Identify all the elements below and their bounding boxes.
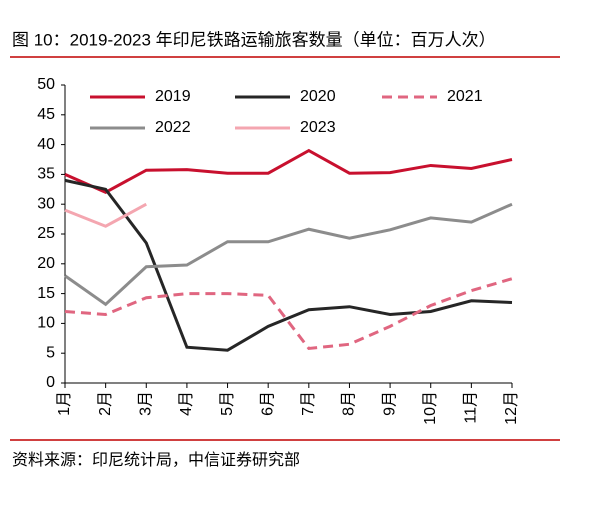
x-tick-label: 10月	[422, 391, 439, 425]
x-tick-label: 3月	[137, 391, 154, 416]
legend-label: 2023	[300, 119, 336, 136]
y-tick-label: 20	[37, 255, 55, 272]
legend-label: 2021	[447, 88, 483, 105]
x-tick-label: 2月	[97, 391, 114, 416]
y-tick-label: 30	[37, 195, 55, 212]
series-line	[64, 148, 513, 194]
x-tick-label: 5月	[219, 391, 236, 416]
x-tick-label: 1月	[56, 391, 73, 416]
x-tick-label: 11月	[463, 391, 480, 424]
y-tick-label: 5	[46, 344, 55, 361]
series-line	[64, 202, 147, 228]
x-tick-label: 4月	[178, 391, 195, 416]
y-tick-label: 0	[46, 374, 55, 391]
x-tick-label: 8月	[341, 391, 358, 416]
y-tick-label: 25	[37, 225, 55, 242]
x-tick-label: 12月	[503, 391, 520, 425]
source-note: 资料来源：印尼统计局，中信证券研究部	[12, 451, 300, 469]
y-tick-label: 10	[37, 315, 55, 332]
y-tick-label: 35	[37, 166, 55, 183]
y-tick-label: 50	[37, 76, 55, 93]
x-tick-label: 7月	[300, 391, 317, 416]
series-line	[64, 202, 513, 307]
x-tick-label: 6月	[259, 391, 276, 416]
legend-label: 2019	[155, 88, 191, 105]
y-tick-label: 45	[37, 106, 55, 123]
y-tick-label: 40	[37, 136, 55, 153]
series-line	[64, 277, 513, 351]
legend-label: 2022	[155, 119, 191, 136]
y-tick-label: 15	[37, 285, 55, 302]
chart-title: 图 10：2019-2023 年印尼铁路运输旅客数量（单位：百万人次）	[12, 30, 496, 49]
legend-label: 2020	[300, 88, 336, 105]
x-tick-label: 9月	[381, 391, 398, 416]
series-line	[64, 178, 513, 352]
